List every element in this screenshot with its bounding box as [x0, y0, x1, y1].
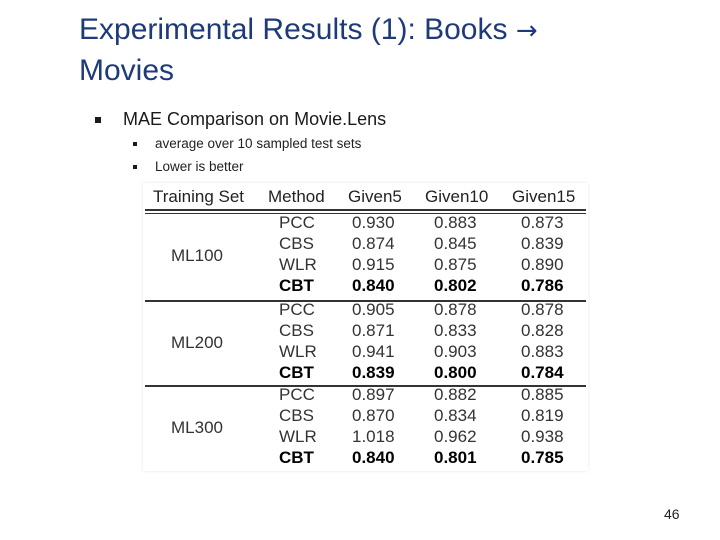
given5-cell: 1.018 — [352, 427, 395, 446]
given5-cell: 0.905 — [352, 300, 395, 319]
group-divider — [145, 300, 586, 302]
training-set-label: ML100 — [171, 246, 223, 265]
square-bullet-icon — [133, 142, 137, 146]
given10-cell: 0.801 — [434, 448, 477, 467]
given15-cell: 0.819 — [521, 406, 564, 425]
title-text-line2: Movies — [79, 54, 175, 87]
header-method: Method — [268, 187, 325, 206]
method-cell: CBS — [279, 321, 314, 340]
given15-cell: 0.828 — [521, 321, 564, 340]
header-divider — [145, 213, 586, 214]
table-row: WLR 0.941 0.903 0.883 — [143, 342, 588, 363]
given15-cell: 0.890 — [521, 255, 564, 274]
given10-cell: 0.883 — [434, 213, 477, 232]
given10-cell: 0.845 — [434, 234, 477, 253]
table-row: CBS 0.870 0.834 0.819 — [143, 406, 588, 427]
header-training-set: Training Set — [153, 187, 245, 206]
training-set-label: ML200 — [171, 333, 223, 352]
header-given5: Given5 — [348, 187, 402, 206]
given5-cell: 0.839 — [352, 363, 395, 382]
mae-results-table: Training Set Method Given5 Given10 Given… — [143, 183, 588, 471]
given5-cell: 0.870 — [352, 406, 395, 425]
given5-cell: 0.897 — [352, 385, 395, 404]
given5-cell: 0.840 — [352, 276, 395, 295]
given10-cell: 0.802 — [434, 276, 477, 295]
given15-cell: 0.885 — [521, 385, 564, 404]
given15-cell: 0.873 — [521, 213, 564, 232]
given10-cell: 0.800 — [434, 363, 477, 382]
sub-bullet-text: Lower is better — [155, 159, 244, 174]
header-given10: Given10 — [425, 187, 489, 206]
method-cell: PCC — [279, 385, 315, 404]
table-row: CBS 0.871 0.833 0.828 — [143, 321, 588, 342]
method-cell: WLR — [279, 427, 317, 446]
method-cell: CBT — [279, 363, 314, 382]
group-ml200: ML200 PCC 0.905 0.878 0.878 CBS 0.871 0.… — [143, 300, 588, 386]
group-ml100: ML100 PCC 0.930 0.883 0.873 CBS 0.874 0.… — [143, 213, 588, 299]
title-text: Experimental Results (1): Books — [79, 13, 508, 46]
square-bullet-icon — [133, 165, 137, 169]
given15-cell: 0.784 — [521, 363, 564, 382]
given15-cell: 0.785 — [521, 448, 564, 467]
given15-cell: 0.839 — [521, 234, 564, 253]
arrow-right-icon: → — [515, 16, 538, 46]
given10-cell: 0.882 — [434, 385, 477, 404]
table-row: CBS 0.874 0.845 0.839 — [143, 234, 588, 255]
table-row: PCC 0.930 0.883 0.873 — [143, 213, 588, 234]
given10-cell: 0.833 — [434, 321, 477, 340]
given10-cell: 0.834 — [434, 406, 477, 425]
method-cell: PCC — [279, 300, 315, 319]
given15-cell: 0.878 — [521, 300, 564, 319]
group-ml300: ML300 PCC 0.897 0.882 0.885 CBS 0.870 0.… — [143, 385, 588, 471]
main-bullet-text: MAE Comparison on Movie.Lens — [123, 109, 387, 129]
table-row-best: CBT 0.840 0.802 0.786 — [143, 276, 588, 297]
training-set-label: ML300 — [171, 418, 223, 437]
given5-cell: 0.941 — [352, 342, 395, 361]
table-row-best: CBT 0.840 0.801 0.785 — [143, 448, 588, 469]
header-divider — [145, 209, 586, 211]
method-cell: WLR — [279, 342, 317, 361]
method-cell: CBT — [279, 448, 314, 467]
table-header-row: Training Set Method Given5 Given10 Given… — [143, 183, 588, 209]
method-cell: CBS — [279, 234, 314, 253]
method-cell: WLR — [279, 255, 317, 274]
method-cell: CBT — [279, 276, 314, 295]
given15-cell: 0.938 — [521, 427, 564, 446]
given5-cell: 0.871 — [352, 321, 395, 340]
page-number: 46 — [664, 506, 680, 522]
given10-cell: 0.878 — [434, 300, 477, 319]
header-given15: Given15 — [512, 187, 576, 206]
table-row: WLR 0.915 0.875 0.890 — [143, 255, 588, 276]
sub-bullet-text: average over 10 sampled test sets — [155, 136, 362, 151]
given5-cell: 0.874 — [352, 234, 395, 253]
square-bullet-icon — [95, 117, 101, 123]
table-row: PCC 0.905 0.878 0.878 — [143, 300, 588, 321]
slide-title: Experimental Results (1): Books → Movies — [79, 10, 699, 91]
given15-cell: 0.883 — [521, 342, 564, 361]
table-row: WLR 1.018 0.962 0.938 — [143, 427, 588, 448]
table-row: PCC 0.897 0.882 0.885 — [143, 385, 588, 406]
method-cell: PCC — [279, 213, 315, 232]
table-row-best: CBT 0.839 0.800 0.784 — [143, 363, 588, 384]
group-divider — [145, 385, 586, 387]
given15-cell: 0.786 — [521, 276, 564, 295]
given10-cell: 0.903 — [434, 342, 477, 361]
given5-cell: 0.930 — [352, 213, 395, 232]
given10-cell: 0.875 — [434, 255, 477, 274]
given5-cell: 0.840 — [352, 448, 395, 467]
given5-cell: 0.915 — [352, 255, 395, 274]
method-cell: CBS — [279, 406, 314, 425]
given10-cell: 0.962 — [434, 427, 477, 446]
